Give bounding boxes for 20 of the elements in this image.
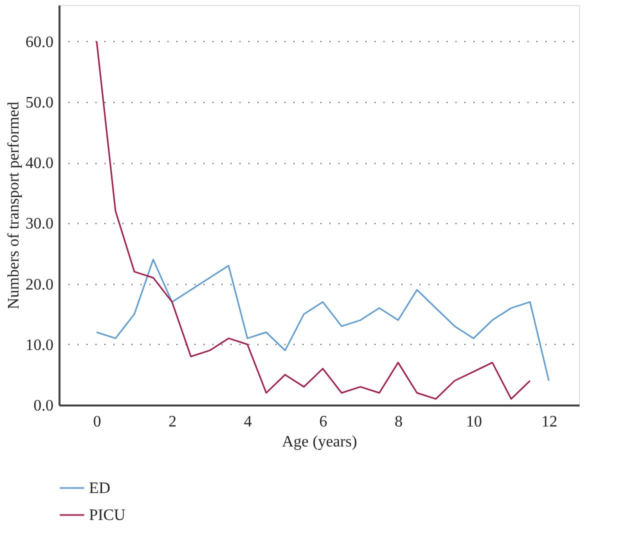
line-series [96, 40, 531, 400]
y-tick-label: 40.0 [26, 155, 54, 172]
x-tick-label: 0 [93, 414, 102, 430]
x-tick-label: 4 [244, 414, 252, 430]
legend-label: ED [89, 480, 110, 497]
y-tick-label: 30.0 [26, 216, 54, 233]
y-axis-title: Numbers of transport performed [6, 102, 22, 310]
legend-label: PICU [89, 507, 126, 524]
y-tick-label: 20.0 [26, 276, 54, 294]
y-tick-label: 60.0 [26, 34, 54, 51]
x-tick-label: 6 [319, 414, 328, 430]
x-tick-label: 10 [466, 414, 482, 430]
y-tick-label: 0.0 [34, 398, 54, 414]
x-tick-label: 8 [394, 414, 403, 430]
y-tick-label: 10.0 [26, 336, 54, 354]
x-axis-title: Age (years) [282, 434, 358, 450]
y-tick-label: 50.0 [26, 94, 54, 112]
x-tick-label: 12 [541, 414, 558, 430]
x-tick-label: 2 [168, 414, 177, 430]
line-series [96, 258, 550, 382]
